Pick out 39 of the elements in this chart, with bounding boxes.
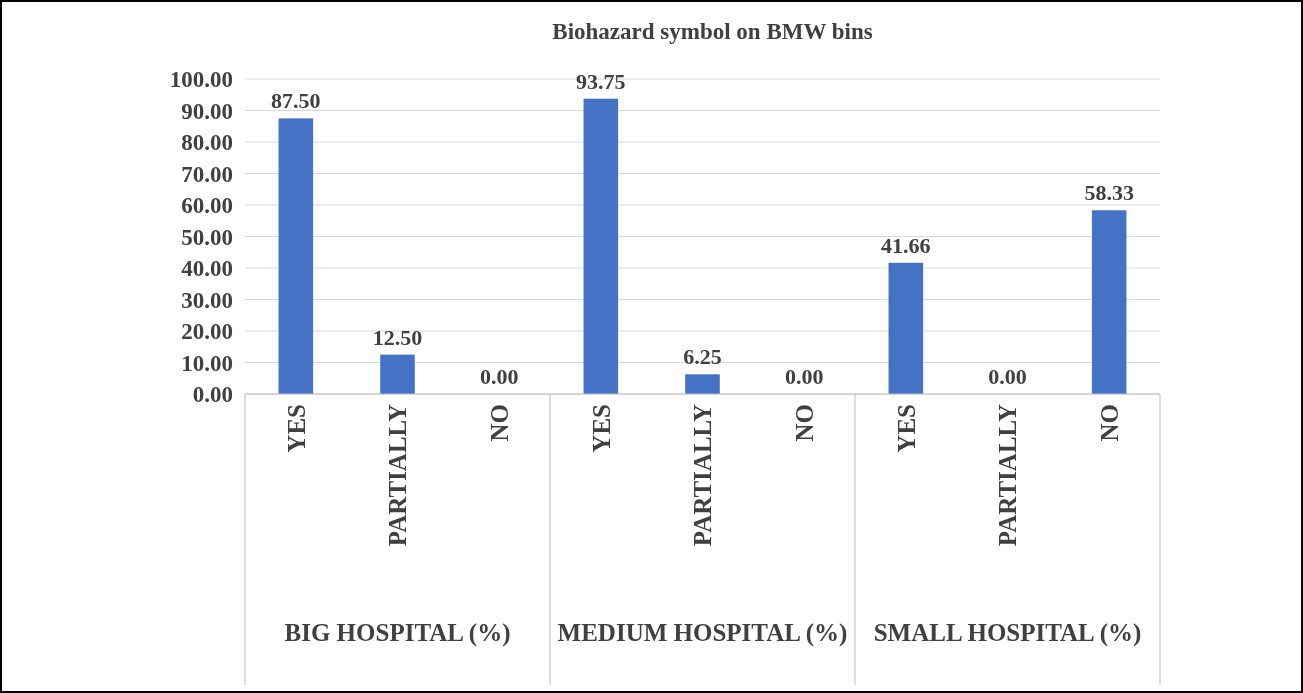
chart-title: Biohazard symbol on BMW bins (552, 19, 873, 44)
data-label: 6.25 (683, 344, 722, 370)
x-tick-label: YES (282, 404, 310, 453)
x-tick-label: NO (1095, 404, 1123, 442)
data-label: 0.00 (784, 364, 824, 389)
data-label: 12.50 (372, 324, 423, 350)
y-tick-label: 20.00 (181, 319, 233, 345)
y-tick-label: 100.00 (169, 67, 233, 93)
x-tick-label: YES (587, 404, 615, 453)
y-tick-label: 50.00 (181, 224, 233, 250)
bar (278, 118, 314, 394)
bar (380, 354, 415, 394)
y-tick-label: 0.00 (192, 382, 233, 408)
data-label: 87.50 (271, 88, 321, 114)
text: SMALL HOSPITAL (%) (873, 619, 1142, 647)
y-tick-label: 90.00 (181, 98, 233, 124)
bar (888, 262, 924, 394)
bar (583, 98, 619, 394)
data-label: 58.33 (1084, 180, 1134, 206)
y-tick-label: 80.00 (181, 130, 233, 156)
data-label: 93.75 (576, 68, 626, 94)
x-tick-label: PARTIALLY (994, 404, 1022, 547)
y-tick-label: 70.00 (181, 161, 233, 187)
data-label: 0.00 (479, 364, 519, 389)
x-tick-label: NO (790, 404, 818, 442)
data-label: 41.66 (881, 232, 931, 258)
text: MEDIUM HOSPITAL (%) (557, 619, 848, 647)
x-tick-label: NO (485, 404, 513, 442)
data-label: 0.00 (988, 364, 1027, 389)
y-tick-label: 60.00 (181, 193, 233, 219)
text: BIG HOSPITAL (%) (284, 619, 511, 647)
y-tick-label: 30.00 (181, 287, 233, 313)
y-tick-label: 40.00 (181, 256, 233, 282)
bar (1091, 210, 1127, 394)
x-tick-label: PARTIALLY (689, 404, 717, 547)
x-tick-label: PARTIALLY (384, 404, 412, 547)
y-tick-label: 10.00 (181, 350, 233, 376)
bar (685, 374, 720, 394)
x-tick-label: YES (892, 404, 920, 453)
